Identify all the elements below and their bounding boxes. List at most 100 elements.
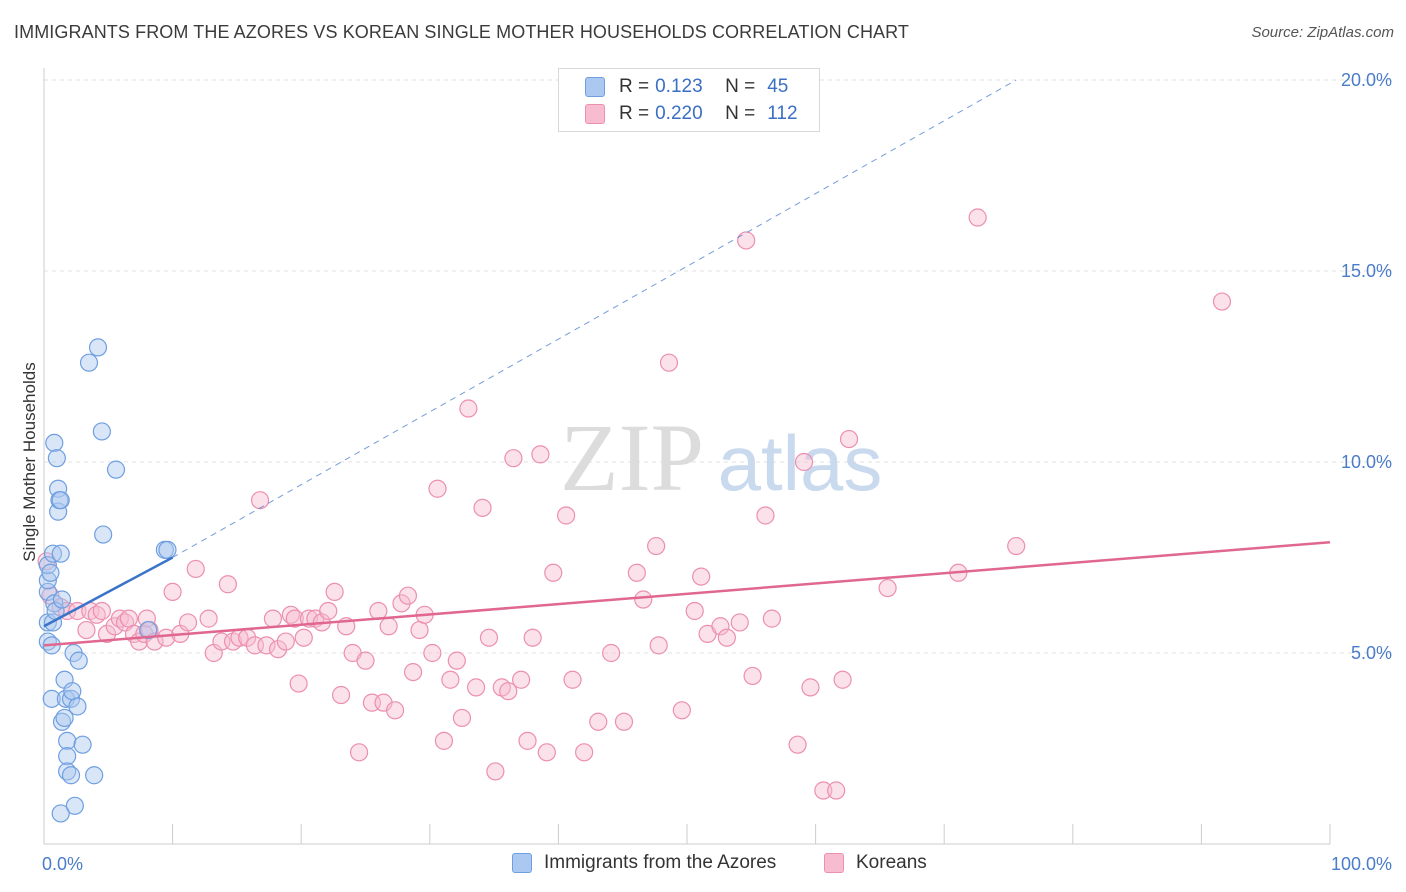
legend-r-label: R =: [619, 76, 650, 97]
watermark: ZIP atlas: [560, 404, 882, 511]
azores-points: [38, 338, 177, 823]
korean-point: [1007, 536, 1026, 556]
korean-point: [575, 743, 594, 762]
azores-point: [52, 590, 72, 609]
korean-points: [37, 208, 1232, 800]
azores-point: [61, 766, 81, 785]
korean-point: [186, 559, 205, 579]
korean-point: [794, 452, 814, 472]
legend-row-azores: R = 0.123 N = 45: [585, 74, 788, 100]
korean-point: [557, 506, 576, 525]
korean-point: [289, 674, 308, 693]
legend-r-value: 0.123: [655, 76, 703, 97]
azores-point: [45, 433, 64, 452]
azores-point: [55, 708, 74, 728]
korean-point: [1212, 292, 1232, 311]
azores-point: [58, 731, 77, 750]
legend-r-label: R =: [619, 103, 650, 124]
korean-point: [743, 666, 762, 686]
korean-point: [92, 601, 111, 621]
legend-swatch-azores: [512, 853, 532, 873]
legend-n-label: N =: [725, 103, 756, 124]
source-label: Source: ZipAtlas.com: [1251, 24, 1394, 41]
korean-point: [649, 636, 668, 655]
korean-point: [356, 651, 375, 670]
korean-point: [878, 578, 897, 598]
azores-point: [68, 697, 87, 716]
azores-point: [65, 796, 84, 815]
korean-point: [423, 643, 442, 663]
korean-point: [685, 601, 704, 621]
korean-point: [544, 563, 563, 582]
trend-lines: [43, 79, 1331, 647]
y-tick-label: 5.0%: [1351, 643, 1392, 663]
azores-point: [42, 689, 61, 708]
korean-point: [157, 628, 176, 647]
korean-point: [634, 590, 653, 609]
korean-point: [518, 731, 537, 750]
korean-point: [737, 231, 756, 250]
azores-point: [94, 525, 113, 544]
azores-point: [51, 544, 70, 563]
azores-point: [51, 491, 70, 510]
korean-point: [441, 670, 460, 689]
azores-point: [79, 353, 99, 372]
korean-point: [839, 429, 859, 449]
korean-point: [473, 498, 492, 517]
watermark-zip: ZIP: [560, 404, 704, 511]
korean-point: [563, 670, 582, 689]
y-axis-label: Single Mother Households: [20, 362, 39, 561]
legend-series-name: Immigrants from the Azores: [544, 852, 777, 873]
legend-row-korean: R = 0.220 N = 112: [585, 101, 798, 127]
korean-point: [827, 781, 846, 800]
azores-point: [51, 804, 70, 823]
y-tick-label: 20.0%: [1341, 70, 1392, 90]
korean-point: [730, 613, 749, 632]
legend-r-value: 0.220: [655, 103, 703, 124]
korean-point: [589, 712, 608, 731]
korean-point: [178, 613, 198, 632]
korean-point: [250, 491, 270, 510]
korean-point: [762, 609, 781, 628]
korean-point: [504, 449, 523, 468]
azores-point: [106, 460, 126, 479]
legend-swatch-korean: [824, 853, 844, 873]
series-legend-korean: Koreans: [824, 852, 927, 874]
korean-point: [486, 762, 505, 781]
legend-n-value: 112: [767, 103, 798, 124]
korean-point: [833, 670, 852, 689]
korean-point: [434, 731, 454, 750]
korean-point: [466, 678, 486, 697]
korean-point: [294, 628, 313, 647]
axes: [43, 68, 1331, 845]
korean-point: [801, 678, 820, 697]
korean-point: [97, 624, 117, 644]
korean-point: [459, 399, 478, 418]
korean-point: [398, 586, 418, 605]
azores-point: [69, 651, 88, 670]
azores-point: [139, 620, 158, 640]
korean-point: [479, 628, 499, 647]
azores-point: [92, 422, 111, 441]
korean-point: [537, 743, 556, 762]
korean-point: [257, 636, 276, 655]
korean-point: [218, 575, 237, 594]
korean-point: [410, 620, 429, 640]
azores-point: [43, 544, 63, 563]
grid-lines: [44, 79, 1390, 654]
korean-trend-line: [43, 540, 1331, 647]
azores-point: [47, 449, 66, 468]
azores-point: [58, 747, 77, 766]
korean-point: [756, 506, 775, 525]
azores-trend-extension: [172, 79, 1017, 558]
korean-point: [447, 651, 466, 670]
azores-point: [73, 735, 92, 754]
korean-point: [452, 708, 472, 728]
korean-point: [403, 662, 423, 682]
azores-point: [61, 689, 81, 708]
korean-point: [77, 620, 96, 640]
korean-point: [614, 712, 634, 731]
korean-point: [331, 685, 351, 705]
korean-point: [968, 208, 987, 227]
korean-point: [659, 353, 679, 372]
